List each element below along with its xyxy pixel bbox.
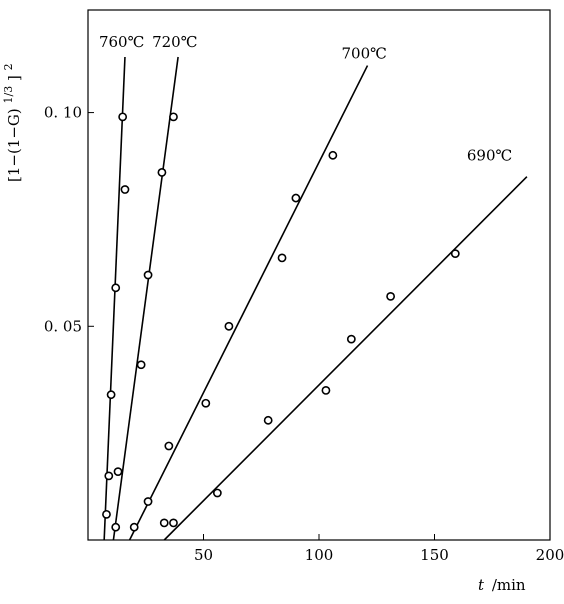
data-point-690	[321, 386, 331, 395]
series-label-700: 700℃	[342, 45, 387, 63]
x-axis-variable: t	[478, 576, 485, 594]
data-point-720	[169, 112, 178, 122]
data-point-690	[263, 415, 273, 425]
data-point-720	[129, 522, 139, 532]
data-point-700	[277, 253, 287, 263]
x-tick-label: 50	[194, 546, 213, 564]
y-axis-expression: [1−(1−G)	[5, 108, 23, 182]
data-point-700	[164, 441, 174, 451]
y-axis-exponent-inner: 1/3	[2, 86, 15, 104]
fit-line-690	[163, 176, 528, 541]
data-point-700	[328, 150, 338, 160]
plot-frame	[87, 9, 551, 541]
data-point-760	[104, 471, 114, 481]
data-point-690	[169, 518, 178, 528]
data-point-720	[113, 467, 123, 477]
series-labels: 760℃ 720℃ 700℃ 690℃	[99, 33, 512, 165]
x-tick-label: 100	[305, 546, 334, 564]
axis-ticks: 50 100 150 200 0. 05 0. 10	[44, 104, 564, 564]
data-point-760	[111, 283, 121, 293]
fit-line-700	[128, 65, 369, 541]
data-point-720	[111, 522, 121, 532]
y-tick-label: 0. 10	[44, 104, 82, 122]
data-point-690	[212, 488, 222, 498]
data-point-700	[159, 518, 169, 528]
data-point-760	[102, 509, 111, 519]
data-point-720	[143, 497, 153, 506]
data-point-690	[450, 249, 460, 259]
x-axis-unit: /min	[492, 576, 526, 594]
fit-line-720	[112, 56, 179, 541]
data-point-690	[386, 291, 396, 301]
data-point-720	[157, 168, 167, 177]
data-point-760	[106, 390, 116, 400]
series-label-690: 690℃	[467, 147, 512, 165]
data-point-700	[224, 321, 234, 331]
data-point-700	[201, 398, 211, 408]
series-label-720: 720℃	[152, 33, 197, 51]
data-points	[102, 112, 460, 532]
data-point-690	[346, 334, 356, 344]
x-axis-title: t /min	[478, 576, 526, 594]
y-tick-label: 0. 05	[44, 317, 82, 335]
data-point-760	[118, 112, 128, 122]
x-tick-label: 150	[420, 546, 449, 564]
fit-line-760	[103, 56, 126, 541]
series-label-760: 760℃	[99, 33, 144, 51]
data-point-720	[143, 270, 153, 280]
data-point-760	[120, 185, 130, 194]
y-axis-exponent-outer: 2	[2, 63, 15, 70]
data-point-720	[136, 360, 146, 370]
x-tick-label: 200	[536, 546, 564, 564]
y-axis-title: [1−(1−G) 1/3 ] 2	[0, 63, 23, 182]
y-axis-closing: ]	[5, 75, 23, 81]
fit-lines	[103, 56, 528, 541]
data-point-700	[291, 193, 301, 203]
